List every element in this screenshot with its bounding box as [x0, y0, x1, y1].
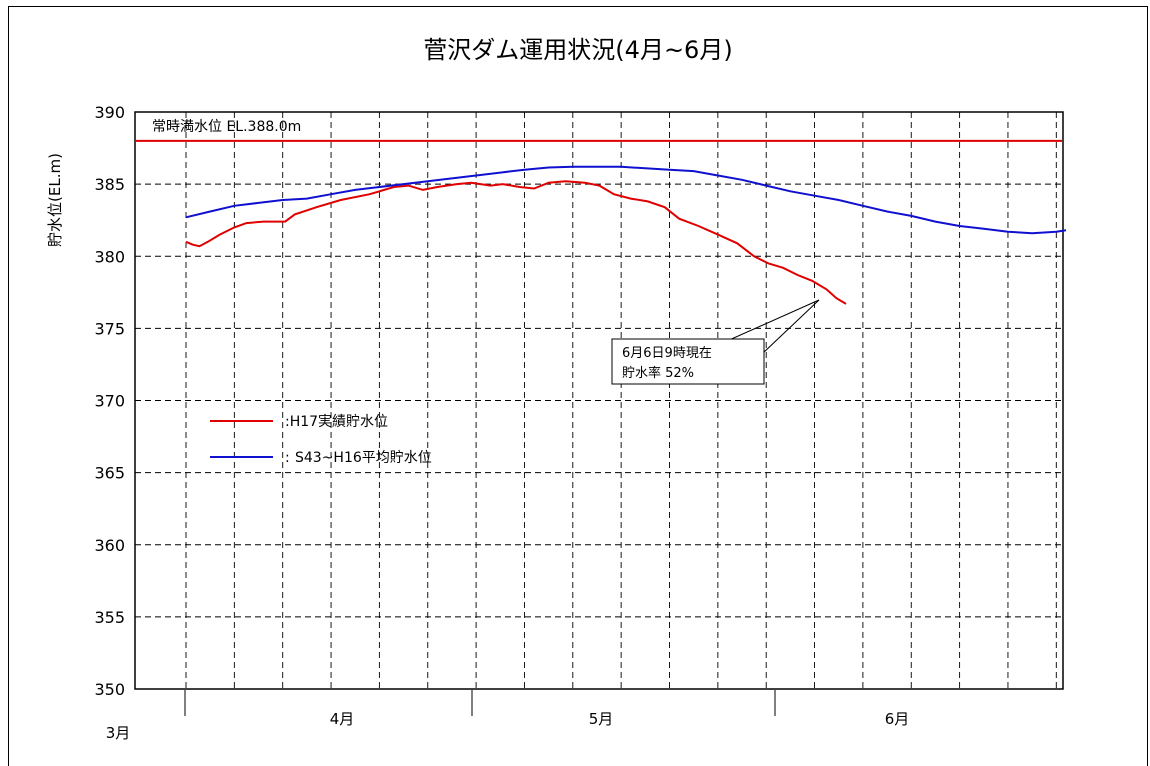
month-label: 5月 — [589, 710, 614, 728]
plot-area-border — [134, 111, 1064, 690]
chart-title: 菅沢ダム運用状況(4月~6月) — [423, 36, 732, 64]
series-line-h17 — [185, 180, 847, 305]
series-line-average — [185, 165, 1067, 235]
y-tick-label: 385 — [94, 175, 125, 194]
month-separators — [184, 690, 776, 716]
month-label: 6月 — [885, 710, 910, 728]
y-tick-label: 390 — [94, 103, 125, 122]
legend: :H17実績貯水位 : S43~H16平均貯水位 — [210, 414, 432, 466]
y-axis: 350 355 360 365 370 375 380 385 390 — [94, 103, 125, 699]
annotation-leader-1 — [717, 299, 820, 346]
series — [185, 165, 1067, 305]
legend-label-average: S43~H16平均貯水位 — [295, 450, 432, 466]
x-axis-month-labels: 3月 4月 5月 6月 — [106, 710, 910, 742]
y-tick-label: 355 — [94, 608, 125, 627]
annotation-line-1: 6月6日9時現在 — [622, 346, 712, 361]
y-tick-label: 365 — [94, 464, 125, 483]
y-tick-label: 360 — [94, 536, 125, 555]
y-tick-label: 350 — [94, 680, 125, 699]
legend-colon: : — [285, 450, 290, 466]
grid — [135, 112, 1063, 689]
y-axis-label: 貯水位(EL.m) — [46, 153, 64, 247]
chart-frame — [8, 6, 1148, 766]
full-water-level-label: 常時満水位 EL.388.0m — [152, 119, 301, 135]
annotation-leader-2 — [761, 299, 820, 355]
y-tick-label: 380 — [94, 247, 125, 266]
month-label: 3月 — [106, 724, 131, 742]
legend-label-h17: :H17実績貯水位 — [285, 414, 388, 430]
month-label: 4月 — [330, 710, 355, 728]
annotation: 6月6日9時現在 貯水率 52% — [611, 299, 820, 385]
annotation-box — [611, 338, 765, 385]
y-tick-label: 375 — [94, 319, 125, 338]
y-tick-label: 370 — [94, 392, 125, 411]
annotation-line-2: 貯水率 52% — [622, 365, 694, 381]
